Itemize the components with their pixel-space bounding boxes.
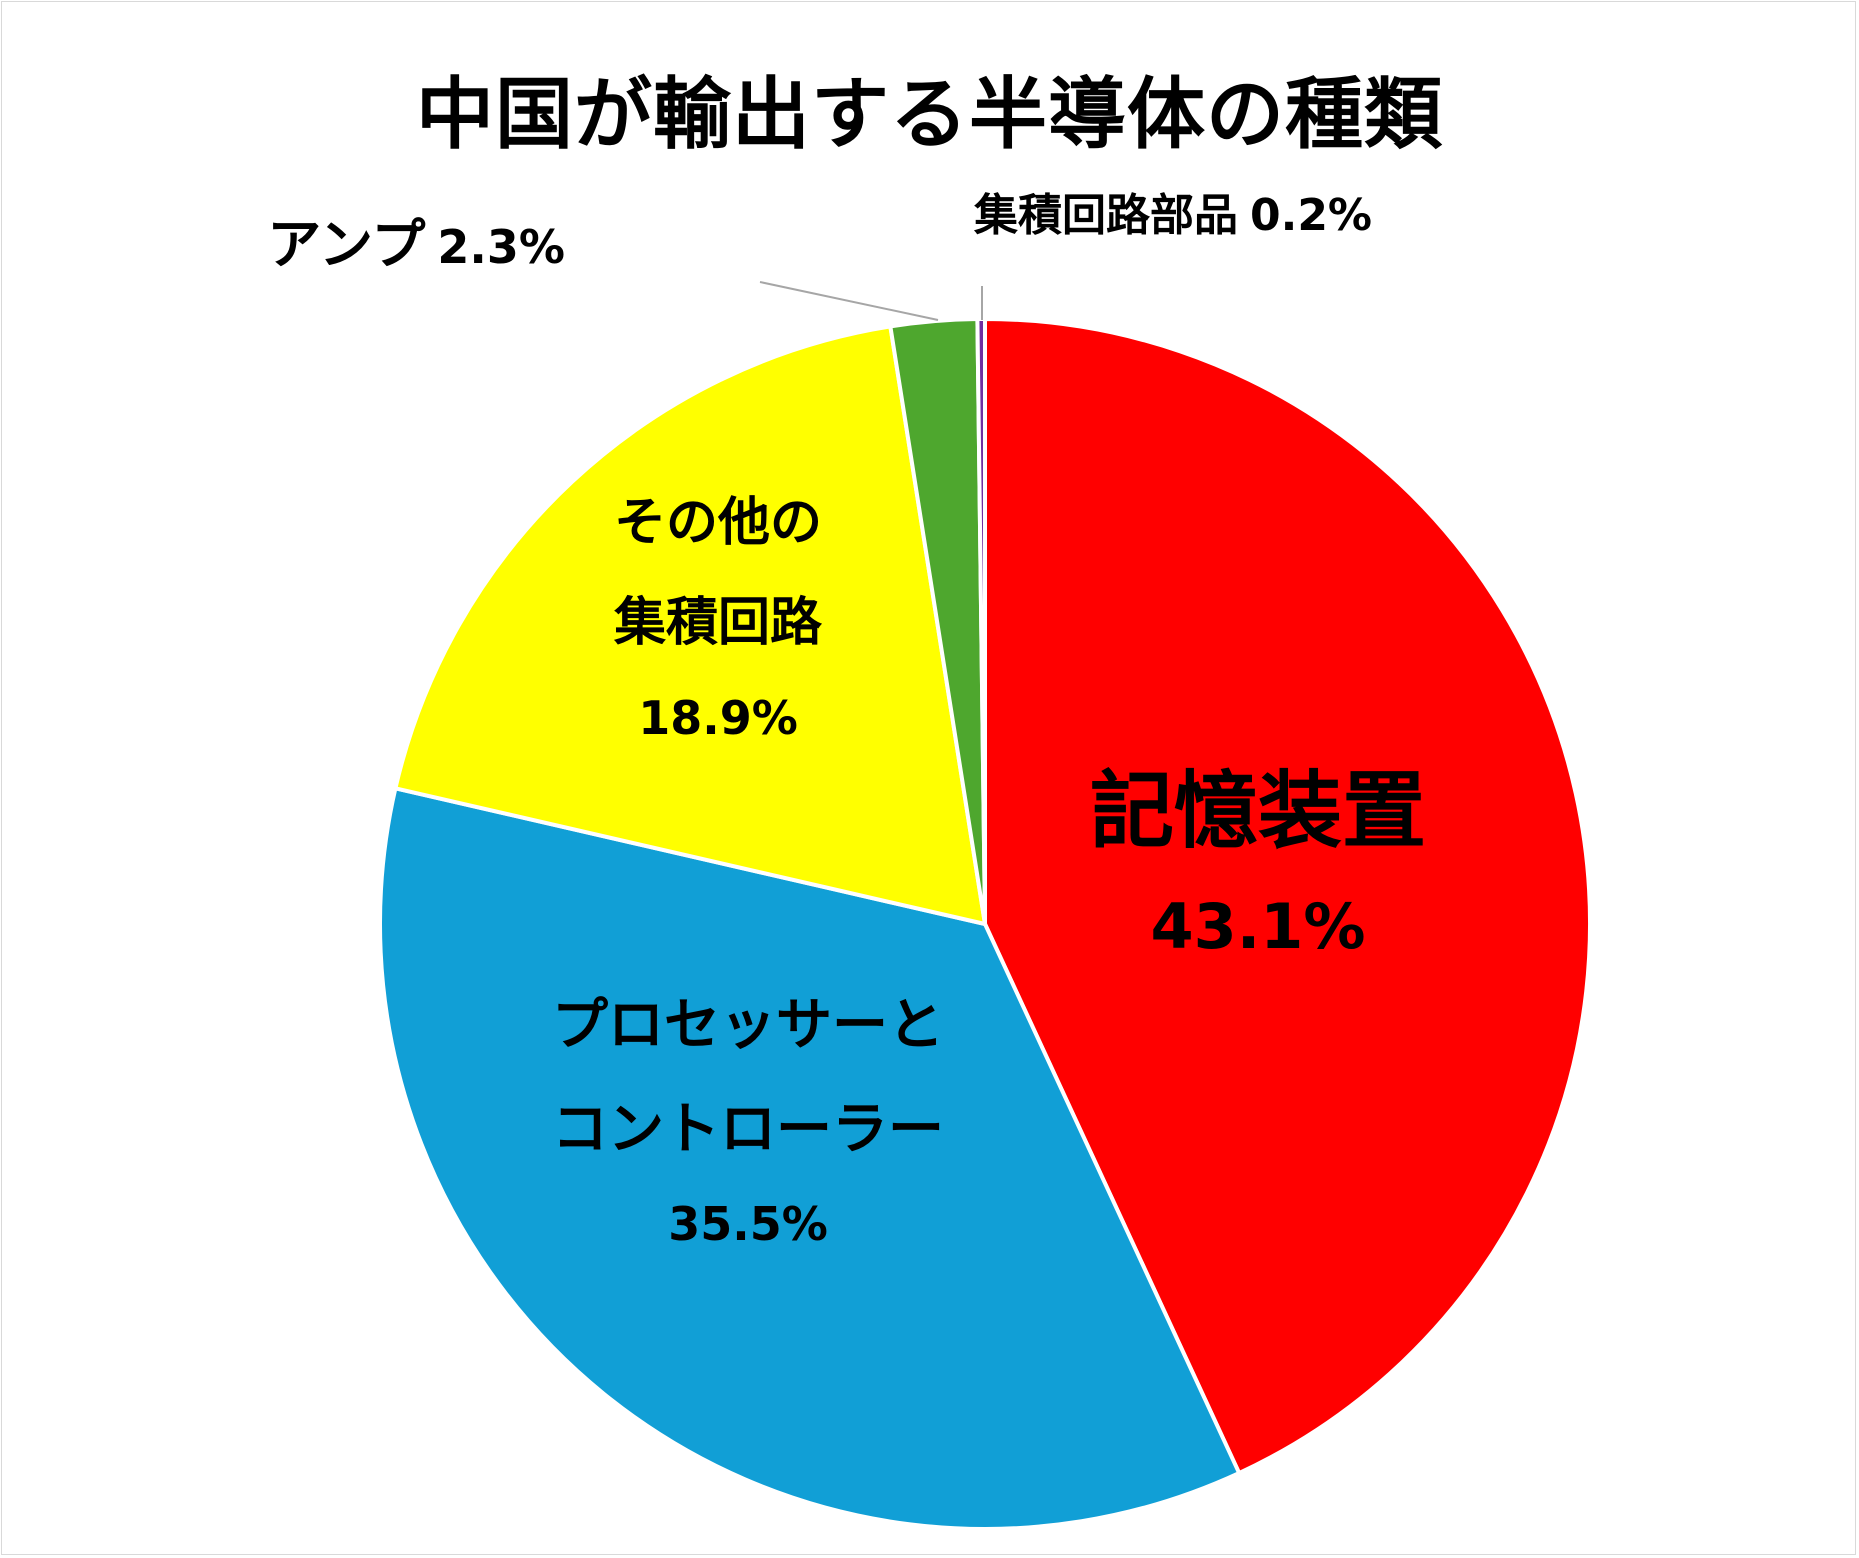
slice-value-2: 18.9% xyxy=(638,691,798,745)
pie-slice-2 xyxy=(393,324,987,926)
pie-slice-1 xyxy=(378,786,1242,1531)
leader-line-3 xyxy=(759,281,939,321)
slice-value-3: 2.3% xyxy=(437,220,565,274)
slice-name-1-line-1: コントローラー xyxy=(552,1097,944,1162)
slice-name-2-line-0: その他の xyxy=(614,493,822,553)
chart-title: 中国が輸出する半導体の種類 xyxy=(415,70,1443,160)
slice-name-1-line-0: プロセッサーと xyxy=(552,993,944,1058)
slice-label-3: アンプ 2.3% xyxy=(267,213,565,276)
slice-label-4: 集積回路部品 0.2% xyxy=(973,190,1372,241)
slice-name-3: アンプ xyxy=(267,213,425,276)
leader-lines xyxy=(759,281,983,321)
pie-slices xyxy=(378,317,1592,1531)
slice-name-2-line-1: 集積回路 xyxy=(613,593,823,653)
slice-value-4: 0.2% xyxy=(1250,190,1372,241)
slice-value-1: 35.5% xyxy=(668,1197,828,1251)
slice-name-0-line-0: 記憶装置 xyxy=(1090,762,1426,860)
slice-name-4: 集積回路部品 xyxy=(973,190,1238,241)
pie-slice-0 xyxy=(983,317,1592,1476)
slice-value-0: 43.1% xyxy=(1150,890,1365,963)
